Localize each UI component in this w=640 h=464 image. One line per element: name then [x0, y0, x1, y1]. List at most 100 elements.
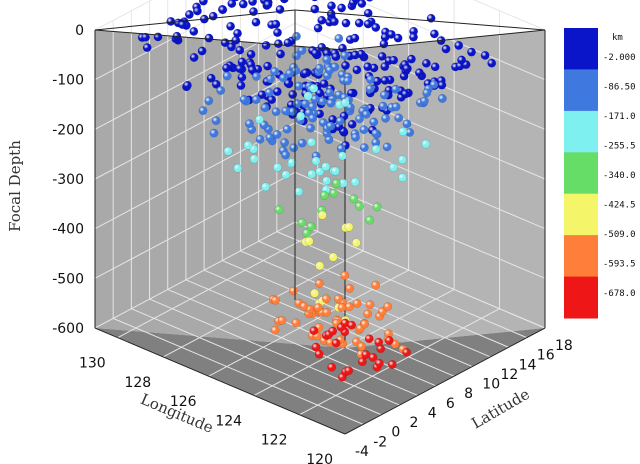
data-point [233, 28, 242, 38]
data-point [381, 113, 390, 123]
data-point [301, 68, 310, 78]
colorbar-segment [564, 276, 598, 319]
z-tick-label: -100 [52, 73, 84, 89]
data-point [315, 88, 325, 98]
data-point [391, 102, 401, 112]
colorbar-label: -678.0 [603, 289, 636, 299]
data-point [371, 128, 380, 138]
data-point [421, 58, 431, 68]
data-point [317, 15, 327, 25]
data-point [357, 0, 367, 8]
data-point [197, 46, 207, 56]
data-point [325, 65, 335, 75]
data-point [315, 261, 325, 271]
data-point [327, 1, 336, 11]
data-point [238, 0, 248, 9]
data-point [292, 99, 302, 109]
data-point [311, 0, 318, 2]
data-point [317, 210, 327, 220]
data-point [310, 288, 319, 298]
data-point [365, 215, 375, 225]
data-point [328, 326, 338, 336]
data-point [487, 58, 497, 68]
x-tick-label: 120 [306, 452, 333, 464]
data-point [289, 143, 299, 153]
data-point [166, 17, 176, 26]
data-point [397, 155, 407, 165]
data-point [142, 43, 152, 52]
data-point [328, 252, 338, 262]
data-point [329, 17, 339, 27]
data-point [280, 138, 289, 148]
x-tick-label: 124 [215, 414, 242, 430]
colorbar-segment [564, 152, 598, 195]
data-point [480, 51, 490, 60]
data-point [259, 120, 269, 130]
data-point [310, 48, 320, 58]
data-point [222, 63, 231, 73]
data-point [236, 81, 246, 90]
data-point [260, 103, 270, 113]
data-point [337, 3, 346, 13]
data-point [227, 42, 236, 52]
data-point [361, 109, 371, 119]
data-point [251, 95, 261, 105]
data-point [402, 64, 412, 73]
data-point [374, 358, 384, 368]
data-point [233, 163, 243, 173]
data-point [272, 130, 282, 139]
data-point [457, 55, 466, 65]
grid-lines [94, 0, 546, 435]
data-point [327, 362, 337, 372]
data-point [244, 119, 254, 129]
data-point [365, 300, 375, 310]
data-point [265, 133, 275, 142]
data-point [307, 169, 317, 179]
data-point [351, 238, 361, 248]
data-point [402, 347, 411, 357]
data-point [336, 144, 346, 153]
data-point [351, 0, 361, 4]
data-point [308, 113, 317, 123]
data-point [306, 222, 316, 231]
colorbar-segment [564, 69, 598, 112]
colorbar-label: -86.50 [603, 83, 636, 93]
data-point [430, 62, 440, 72]
y-tick-label: 0 [391, 425, 400, 441]
colorbar-label: -171.0 [603, 112, 636, 122]
data-point [359, 143, 369, 153]
data-point [309, 84, 319, 93]
data-point [340, 51, 350, 60]
colorbar-label: -509.0 [603, 230, 636, 240]
data-point [199, 0, 208, 6]
data-point [297, 218, 307, 228]
data-point [364, 334, 374, 344]
data-point [263, 61, 272, 71]
colorbar: km -2.000 -86.50 -171.0 -255.5 -340.0 -424.5 -… [564, 28, 636, 319]
data-point [374, 337, 384, 347]
y-tick-label: 18 [555, 338, 573, 354]
data-point [389, 55, 399, 65]
data-point [280, 0, 289, 4]
data-point [347, 119, 357, 129]
data-point [379, 90, 389, 100]
x-tick-label: 126 [170, 394, 197, 410]
data-point [321, 294, 331, 304]
data-point [281, 170, 291, 180]
data-point [297, 138, 307, 148]
x-tick-label: 128 [124, 375, 151, 391]
data-point [270, 295, 280, 305]
data-point [264, 88, 274, 97]
data-point [304, 236, 314, 246]
data-point [350, 33, 360, 43]
data-point [380, 76, 390, 85]
data-point [352, 65, 362, 75]
data-point [249, 154, 259, 164]
data-point [398, 173, 407, 183]
data-point [344, 222, 354, 232]
data-point [198, 106, 208, 116]
data-point [322, 55, 332, 64]
z-axis-title: Focal Depth [6, 140, 24, 232]
data-point [299, 301, 309, 311]
